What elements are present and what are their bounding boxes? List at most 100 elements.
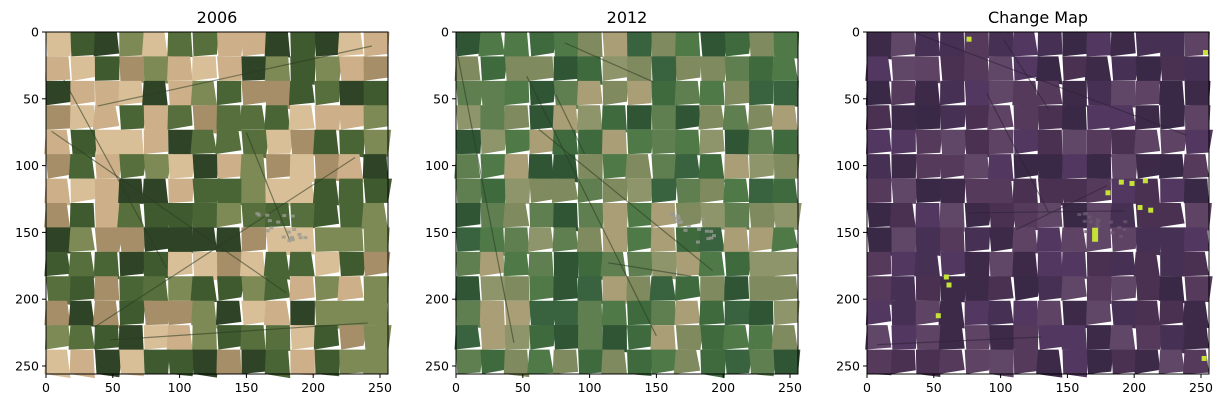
field-parcel (119, 56, 146, 83)
field-parcel (1086, 325, 1112, 350)
building (709, 229, 714, 233)
field-parcel (627, 178, 654, 203)
field-parcel (1159, 80, 1185, 108)
building (276, 220, 281, 224)
field-parcel (1160, 178, 1185, 203)
field-parcel (1111, 227, 1139, 252)
field-parcel (1013, 325, 1039, 353)
field-parcel (265, 80, 291, 110)
field-parcel (865, 80, 892, 106)
building (709, 236, 714, 240)
field-parcel (1062, 300, 1090, 329)
field-parcel (865, 325, 892, 350)
field-parcel (168, 80, 196, 106)
field-parcel (119, 349, 147, 377)
field-parcel (552, 129, 579, 155)
field-parcel (773, 129, 798, 155)
hedgerow-line (110, 322, 368, 341)
field-parcel (241, 32, 269, 57)
field-parcel (553, 56, 579, 81)
field-parcel (529, 178, 558, 203)
field-parcel (480, 349, 508, 374)
field-parcel (722, 105, 750, 134)
field-parcel (914, 80, 941, 108)
field-parcel (675, 251, 703, 277)
field-parcel (241, 349, 267, 374)
field-parcel (1037, 251, 1063, 281)
building (269, 226, 274, 230)
field-parcel (192, 32, 219, 57)
field-parcel (891, 154, 917, 179)
field-parcel (216, 80, 242, 106)
field-parcel (167, 251, 193, 277)
field-parcel (602, 154, 630, 179)
building (282, 214, 287, 218)
field-parcel (627, 227, 654, 252)
field-parcel (167, 227, 193, 254)
change-patch (1148, 207, 1154, 213)
field-parcel (44, 300, 71, 327)
field-parcel (867, 349, 892, 376)
field-parcel (192, 251, 221, 281)
field-parcel (454, 154, 481, 179)
field-parcel (773, 32, 800, 59)
field-parcel (651, 251, 678, 280)
field-parcel (192, 154, 221, 179)
field-parcel (1160, 325, 1186, 354)
field-parcel (217, 325, 245, 350)
field-parcel (867, 203, 896, 228)
building (704, 229, 709, 233)
field-parcel (44, 178, 71, 206)
x-tick-label: 250 (1189, 380, 1213, 395)
y-tick-label: 0 (31, 25, 39, 40)
field-parcel (1160, 32, 1185, 58)
field-parcel (264, 32, 291, 58)
field-parcel (478, 32, 505, 57)
field-parcel (143, 154, 173, 179)
field-parcel (552, 154, 579, 183)
building (1089, 220, 1094, 224)
field-parcel (528, 154, 554, 180)
building (711, 234, 716, 238)
field-parcel (1038, 276, 1065, 301)
field-parcel (265, 325, 291, 352)
field-parcel (700, 325, 729, 351)
field-parcel (504, 178, 531, 204)
field-parcel (479, 300, 505, 327)
field-parcel (749, 80, 774, 106)
field-parcel (217, 276, 245, 301)
field-parcel (723, 227, 750, 254)
field-parcel (627, 80, 654, 106)
field-parcel (456, 129, 482, 155)
field-parcel (264, 349, 291, 379)
field-parcel (989, 203, 1017, 229)
field-parcel (914, 251, 941, 280)
field-parcel (651, 154, 679, 181)
field-parcel (192, 325, 217, 353)
field-parcel (215, 300, 242, 326)
field-parcel (891, 325, 918, 350)
field-parcel (337, 276, 364, 301)
building (265, 229, 270, 233)
field-parcel (891, 178, 920, 204)
field-parcel (527, 349, 554, 374)
field-parcel (1182, 349, 1209, 374)
field-parcel (70, 32, 97, 57)
field-parcel (1183, 227, 1209, 252)
field-parcel (865, 105, 892, 130)
y-tick-label: 50 (844, 91, 860, 106)
field-parcel (45, 325, 71, 350)
field-parcel (939, 32, 965, 59)
field-parcel (68, 325, 95, 350)
x-tick-label: 100 (989, 380, 1013, 395)
field-parcel (190, 129, 217, 155)
field-parcel (314, 32, 342, 57)
field-parcel (699, 80, 725, 106)
field-parcel (363, 300, 388, 326)
field-parcel (627, 32, 653, 60)
field-parcel (312, 178, 340, 206)
field-parcel (988, 32, 1014, 57)
field-parcel (504, 154, 530, 182)
field-parcel (44, 251, 71, 277)
